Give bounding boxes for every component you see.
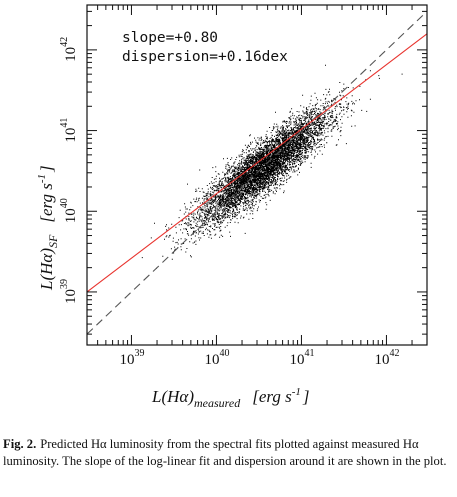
x-tick-label: 1039 bbox=[119, 348, 144, 368]
x-tick-label: 1042 bbox=[374, 348, 399, 368]
caption-label: Fig. 2. bbox=[3, 437, 37, 451]
y-tick-label: 1039 bbox=[59, 279, 79, 304]
dispersion-annotation: dispersion=+0.16dex bbox=[122, 49, 288, 65]
one-to-one-dashed-line bbox=[86, 10, 428, 335]
slope-annotation: slope=+0.80 bbox=[122, 30, 218, 46]
x-tick-label: 1041 bbox=[289, 348, 314, 368]
y-tick-labels: 1039 1040 1041 1042 bbox=[59, 37, 79, 304]
scatter-point-cloud bbox=[141, 64, 403, 269]
scatter-figure: 1039 1040 1041 1042 1039 1040 1041 1042 … bbox=[36, 4, 428, 410]
axis-ticks bbox=[86, 5, 428, 345]
y-tick-label: 1041 bbox=[59, 118, 79, 143]
x-tick-label: 1040 bbox=[204, 348, 229, 368]
x-axis-title: L(Hα)measured [erg s-1] bbox=[151, 386, 310, 410]
y-tick-label: 1040 bbox=[59, 198, 79, 223]
x-tick-labels: 1039 1040 1041 1042 bbox=[119, 348, 399, 368]
figure-caption: Fig. 2. Predicted Hα luminosity from the … bbox=[3, 436, 455, 470]
y-tick-label: 1042 bbox=[59, 37, 79, 62]
linear-fit-line bbox=[86, 33, 428, 293]
caption-text: Predicted Hα luminosity from the spectra… bbox=[3, 437, 447, 468]
y-axis-title: L(Hα)SF[erg s-1] bbox=[36, 165, 60, 291]
scatter-points bbox=[141, 64, 403, 269]
